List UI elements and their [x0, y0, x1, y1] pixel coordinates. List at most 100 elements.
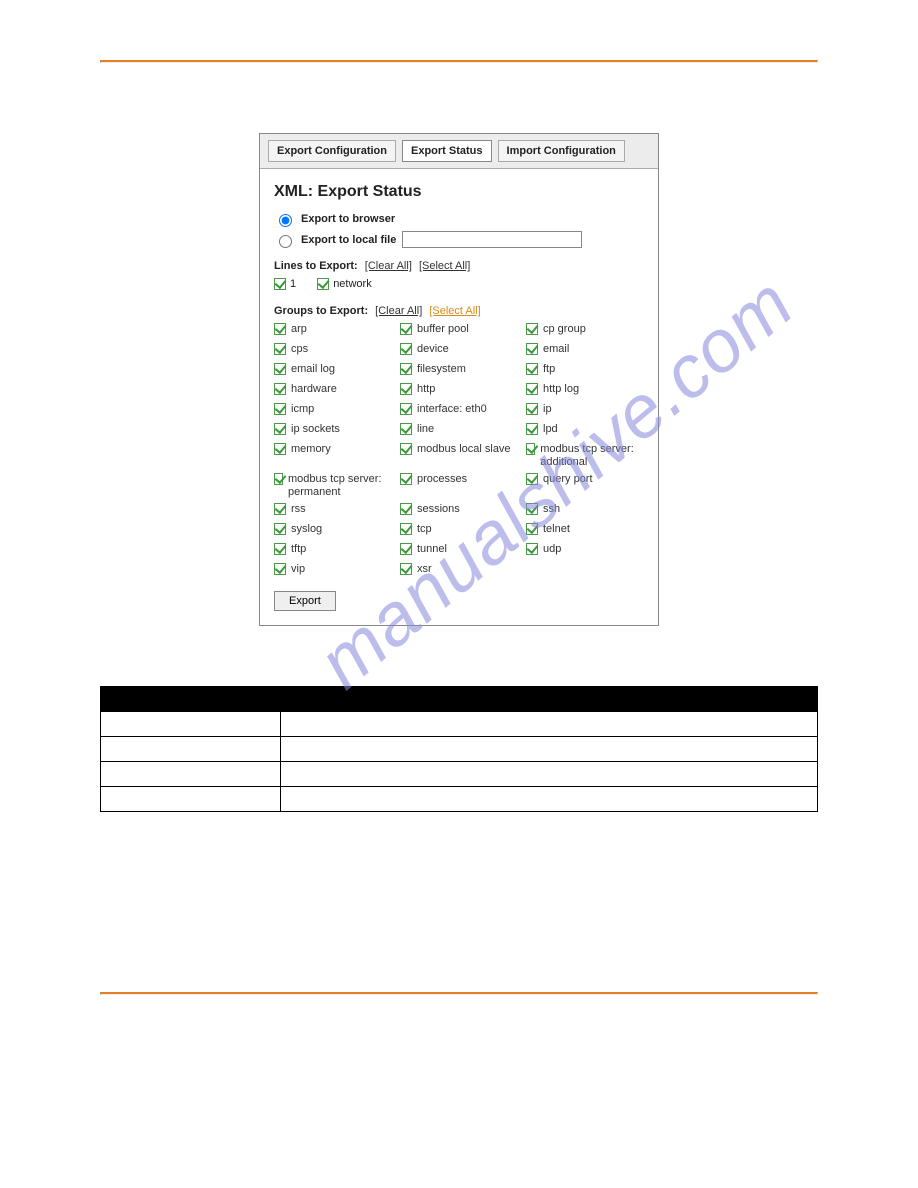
table-header-cell	[101, 687, 281, 712]
group-label: http log	[543, 383, 579, 396]
group-label: ip	[543, 403, 552, 416]
checkbox-icon	[526, 423, 538, 435]
group-label: cp group	[543, 323, 586, 336]
line-checkbox-item[interactable]: 1	[274, 278, 296, 290]
table-cell	[281, 737, 818, 762]
group-checkbox-item[interactable]: line	[400, 423, 518, 439]
group-label: tftp	[291, 543, 306, 556]
radio-export-browser[interactable]	[279, 214, 292, 227]
tab-export-status[interactable]: Export Status	[402, 140, 492, 162]
group-checkbox-item[interactable]: tunnel	[400, 543, 518, 559]
group-label: cps	[291, 343, 308, 356]
local-filename-input[interactable]	[402, 231, 582, 248]
group-checkbox-item[interactable]: memory	[274, 443, 392, 469]
checkbox-icon	[400, 523, 412, 535]
checkbox-icon	[400, 473, 412, 485]
group-label: processes	[417, 473, 467, 486]
group-label: arp	[291, 323, 307, 336]
checkbox-icon	[526, 383, 538, 395]
group-checkbox-item[interactable]: query port	[526, 473, 644, 499]
checkbox-icon	[274, 278, 286, 290]
line-label: 1	[290, 278, 296, 290]
group-checkbox-item[interactable]: modbus tcp server: additional	[526, 443, 644, 469]
checkbox-icon	[274, 423, 286, 435]
checkbox-icon	[526, 363, 538, 375]
group-label: telnet	[543, 523, 570, 536]
radio-export-local[interactable]	[279, 235, 292, 248]
group-checkbox-item[interactable]: modbus tcp server: permanent	[274, 473, 392, 499]
group-checkbox-item[interactable]: hardware	[274, 383, 392, 399]
table-cell	[101, 712, 281, 737]
checkbox-icon	[274, 403, 286, 415]
group-checkbox-item[interactable]: ssh	[526, 503, 644, 519]
group-checkbox-item[interactable]: icmp	[274, 403, 392, 419]
group-label: xsr	[417, 563, 432, 576]
group-label: ftp	[543, 363, 555, 376]
group-checkbox-item[interactable]: arp	[274, 323, 392, 339]
group-checkbox-item[interactable]: email log	[274, 363, 392, 379]
checkbox-icon	[526, 323, 538, 335]
group-checkbox-item[interactable]: telnet	[526, 523, 644, 539]
group-checkbox-item[interactable]: xsr	[400, 563, 518, 579]
line-checkbox-item[interactable]: network	[317, 278, 372, 290]
group-checkbox-item[interactable]: email	[526, 343, 644, 359]
tab-export-configuration[interactable]: Export Configuration	[268, 140, 396, 162]
tab-bar: Export Configuration Export Status Impor…	[260, 134, 658, 169]
checkbox-icon	[274, 563, 286, 575]
group-checkbox-item[interactable]: lpd	[526, 423, 644, 439]
checkbox-icon	[526, 473, 538, 485]
group-checkbox-item[interactable]: tcp	[400, 523, 518, 539]
group-checkbox-item[interactable]: ip	[526, 403, 644, 419]
export-button[interactable]: Export	[274, 591, 336, 611]
group-label: buffer pool	[417, 323, 469, 336]
panel-container: Export Configuration Export Status Impor…	[100, 133, 818, 626]
group-label: syslog	[291, 523, 322, 536]
tab-import-configuration[interactable]: Import Configuration	[498, 140, 625, 162]
checkbox-icon	[274, 323, 286, 335]
panel-body: XML: Export Status Export to browser Exp…	[260, 169, 658, 625]
group-checkbox-item[interactable]: udp	[526, 543, 644, 559]
group-label: line	[417, 423, 434, 436]
export-panel: Export Configuration Export Status Impor…	[259, 133, 659, 626]
group-checkbox-item[interactable]: ip sockets	[274, 423, 392, 439]
group-label: lpd	[543, 423, 558, 436]
checkbox-icon	[400, 503, 412, 515]
group-checkbox-item[interactable]: cps	[274, 343, 392, 359]
group-checkbox-item[interactable]: sessions	[400, 503, 518, 519]
group-checkbox-item[interactable]: syslog	[274, 523, 392, 539]
group-checkbox-item[interactable]: processes	[400, 473, 518, 499]
lines-select-all-link[interactable]: [Select All]	[419, 260, 470, 272]
group-label: modbus tcp server: additional	[540, 443, 644, 469]
radio-export-local-row: Export to local file	[274, 231, 644, 248]
group-label: ssh	[543, 503, 560, 516]
group-checkbox-item[interactable]: device	[400, 343, 518, 359]
top-horizontal-rule	[100, 60, 818, 63]
groups-select-all-link[interactable]: [Select All]	[429, 305, 480, 317]
group-label: modbus tcp server: permanent	[288, 473, 392, 499]
checkbox-icon	[400, 543, 412, 555]
group-checkbox-item[interactable]: cp group	[526, 323, 644, 339]
group-label: icmp	[291, 403, 314, 416]
group-checkbox-item[interactable]: ftp	[526, 363, 644, 379]
group-label: email log	[291, 363, 335, 376]
group-checkbox-item[interactable]: http log	[526, 383, 644, 399]
checkbox-icon	[274, 523, 286, 535]
lines-clear-all-link[interactable]: [Clear All]	[365, 260, 412, 272]
group-checkbox-item[interactable]: tftp	[274, 543, 392, 559]
table-cell	[281, 762, 818, 787]
checkbox-icon	[526, 343, 538, 355]
checkbox-icon	[274, 363, 286, 375]
checkbox-icon	[274, 383, 286, 395]
group-label: sessions	[417, 503, 460, 516]
group-checkbox-item[interactable]: modbus local slave	[400, 443, 518, 469]
group-checkbox-item[interactable]: buffer pool	[400, 323, 518, 339]
radio-export-browser-row: Export to browser	[274, 211, 644, 227]
group-label: rss	[291, 503, 306, 516]
group-checkbox-item[interactable]: http	[400, 383, 518, 399]
group-checkbox-item[interactable]: vip	[274, 563, 392, 579]
groups-clear-all-link[interactable]: [Clear All]	[375, 305, 422, 317]
group-checkbox-item[interactable]: interface: eth0	[400, 403, 518, 419]
panel-title: XML: Export Status	[274, 183, 644, 201]
group-checkbox-item[interactable]: filesystem	[400, 363, 518, 379]
group-checkbox-item[interactable]: rss	[274, 503, 392, 519]
